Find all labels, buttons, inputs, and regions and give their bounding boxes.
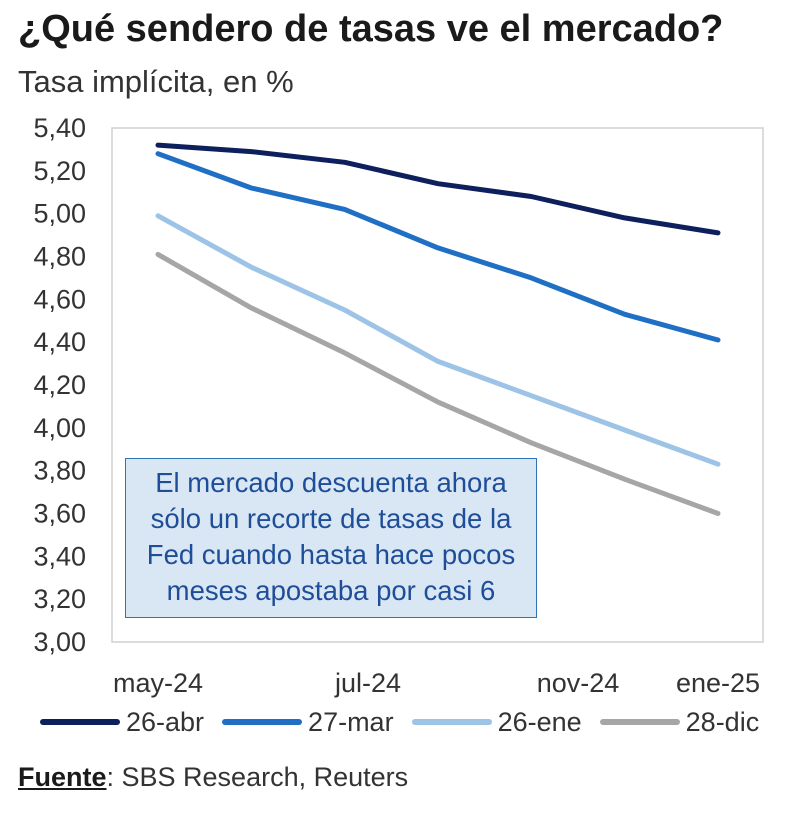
- annotation-line: sólo un recorte de tasas de la: [150, 503, 512, 534]
- legend-swatch: [40, 719, 120, 725]
- legend-swatch: [599, 719, 680, 725]
- legend-item: 26-ene: [411, 706, 582, 738]
- source-note: Fuente: SBS Research, Reuters: [18, 762, 408, 793]
- y-tick-label: 3,20: [33, 584, 86, 614]
- legend-item: 26-abr: [40, 707, 204, 738]
- x-tick-label: nov-24: [537, 668, 620, 698]
- legend-item: 28-dic: [599, 706, 760, 738]
- y-tick-label: 4,60: [33, 284, 86, 314]
- y-tick-label: 5,40: [33, 113, 86, 143]
- y-tick-label: 3,00: [33, 627, 86, 657]
- y-tick-label: 4,00: [33, 413, 86, 443]
- annotation-line: El mercado descuenta ahora: [155, 467, 507, 498]
- series-line-27-mar: [155, 151, 721, 343]
- legend-swatch: [411, 719, 492, 725]
- y-tick-label: 4,20: [33, 370, 86, 400]
- series-line-28-dic: [155, 251, 721, 516]
- x-tick-label: ene-25: [676, 668, 760, 698]
- series-line-26-abr: [155, 142, 721, 236]
- x-tick-label: may-24: [113, 668, 203, 698]
- source-label: Fuente: [18, 762, 107, 792]
- y-tick-label: 3,80: [33, 456, 86, 486]
- x-tick-label: jul-24: [334, 668, 401, 698]
- legend: 26-abr 27-mar 26-ene 28-dic: [40, 704, 777, 740]
- legend-label: 27-mar: [308, 706, 394, 737]
- legend-label: 26-abr: [126, 706, 205, 737]
- plot-area-border: [111, 127, 764, 643]
- y-tick-label: 3,60: [33, 499, 86, 529]
- legend-item: 27-mar: [222, 707, 394, 738]
- legend-label: 26-ene: [497, 706, 582, 737]
- chart-title: ¿Qué sendero de tasas ve el mercado?: [18, 8, 724, 50]
- line-chart: 3,00 3,20 3,40 3,60 3,80 4,00 4,20 4,40 4,60 4,80…: [33, 113, 764, 698]
- annotation-box: El mercado descuenta ahora sólo un recor…: [125, 458, 537, 618]
- series-line-26-ene: [155, 213, 721, 467]
- y-tick-label: 5,20: [33, 156, 86, 186]
- annotation-line: meses apostaba por casi 6: [166, 575, 496, 606]
- y-tick-label: 5,00: [33, 199, 86, 229]
- legend-label: 28-dic: [685, 706, 760, 737]
- legend-swatch: [222, 719, 303, 725]
- annotation-line: Fed cuando hasta hace pocos: [146, 539, 516, 570]
- y-tick-label: 3,40: [33, 541, 86, 571]
- source-text: : SBS Research, Reuters: [106, 762, 409, 792]
- chart-subtitle: Tasa implícita, en %: [18, 64, 294, 99]
- y-tick-label: 4,40: [33, 327, 86, 357]
- y-tick-label: 4,80: [33, 242, 86, 272]
